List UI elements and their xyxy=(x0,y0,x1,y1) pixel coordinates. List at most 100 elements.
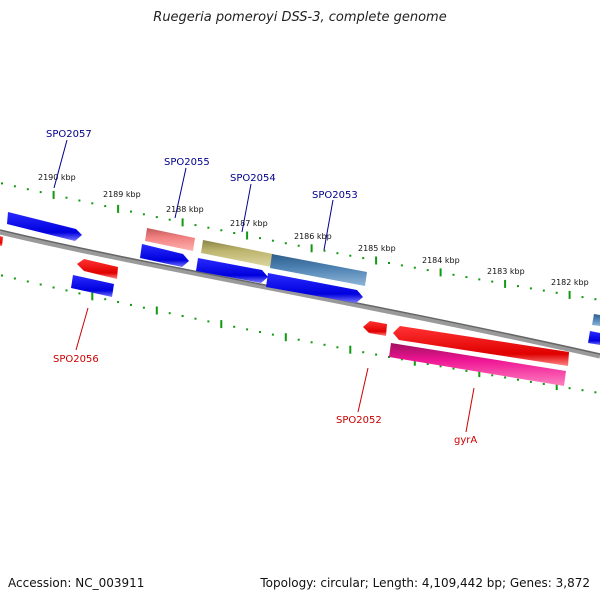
leader-line xyxy=(53,139,68,189)
minor-tick xyxy=(1,274,3,277)
minor-tick xyxy=(478,278,481,281)
minor-tick xyxy=(194,317,197,320)
inner-tick-ring xyxy=(1,274,597,394)
minor-tick xyxy=(207,320,210,323)
minor-tick xyxy=(181,315,184,317)
gene-label-spo2056[interactable]: SPO2056 xyxy=(53,354,99,365)
gene-feature-edge-reverse[interactable] xyxy=(0,236,3,246)
minor-tick xyxy=(142,213,145,216)
major-tick xyxy=(349,345,352,354)
minor-tick xyxy=(452,367,455,370)
gene-label-spo2054[interactable]: SPO2054 xyxy=(230,173,276,184)
minor-tick xyxy=(13,185,16,188)
minor-tick xyxy=(78,292,81,295)
genome-backbone xyxy=(0,229,600,359)
gene-feature-edge-forward-steel[interactable] xyxy=(592,314,600,326)
gene-feature-spo2052[interactable] xyxy=(363,321,387,336)
accession-text: Accession: NC_003911 xyxy=(8,576,145,590)
minor-tick xyxy=(375,353,378,356)
gene-label-gyra[interactable]: gyrA xyxy=(454,435,477,446)
minor-tick xyxy=(400,358,403,361)
tick-label: 2185 kbp xyxy=(358,244,396,253)
minor-tick xyxy=(323,343,326,346)
minor-tick xyxy=(594,298,597,301)
major-tick xyxy=(181,218,184,227)
gene-feature-spo2054-mrna[interactable] xyxy=(201,240,273,267)
gene-feature-edge-forward-blue[interactable] xyxy=(588,331,600,345)
gene-feature-spo2053-mrna[interactable] xyxy=(270,254,367,286)
minor-tick xyxy=(142,306,145,309)
tick-label: 2182 kbp xyxy=(551,278,589,287)
gene-feature-spo2057[interactable] xyxy=(7,212,82,241)
gene-feature-spo2055-cds[interactable] xyxy=(140,244,189,267)
minor-tick xyxy=(117,301,120,303)
minor-tick xyxy=(542,383,545,385)
minor-tick xyxy=(168,218,171,221)
leader-line xyxy=(174,167,187,219)
gene-feature-spo2053-cds[interactable] xyxy=(266,273,363,303)
gene-label-spo2055[interactable]: SPO2055 xyxy=(164,157,210,168)
minor-tick xyxy=(517,285,519,288)
minor-tick xyxy=(207,226,210,229)
minor-tick xyxy=(65,289,68,292)
major-tick xyxy=(155,306,158,315)
minor-tick xyxy=(542,289,545,292)
minor-tick xyxy=(130,210,132,213)
minor-tick xyxy=(194,224,197,227)
minor-tick xyxy=(259,331,261,333)
tick-label: 2188 kbp xyxy=(166,205,204,214)
minor-tick xyxy=(220,229,223,232)
minor-tick xyxy=(336,346,339,349)
major-tick xyxy=(413,357,416,366)
gene-label-spo2057[interactable]: SPO2057 xyxy=(46,129,92,140)
minor-tick xyxy=(284,242,287,245)
minor-tick xyxy=(26,188,29,191)
major-tick xyxy=(91,292,94,301)
gene-feature-spo2055-rna[interactable] xyxy=(145,228,195,251)
minor-tick xyxy=(581,389,584,392)
gene-feature-spo2056[interactable] xyxy=(77,259,118,279)
gene-feature-spo2056-cds[interactable] xyxy=(71,275,114,297)
gene-feature-gyra[interactable] xyxy=(393,326,569,366)
major-tick xyxy=(117,204,120,213)
leader-line xyxy=(357,367,369,413)
minor-tick xyxy=(78,199,81,202)
tick-label: 2187 kbp xyxy=(230,219,268,228)
gene-feature-spo2054-cds[interactable] xyxy=(196,258,268,283)
minor-tick xyxy=(39,191,42,194)
gene-label-spo2052[interactable]: SPO2052 xyxy=(336,415,382,426)
minor-tick xyxy=(581,296,584,299)
minor-tick xyxy=(388,262,390,264)
map-title: Ruegeria pomeroyi DSS-3, complete genome xyxy=(153,10,447,25)
major-tick xyxy=(504,279,507,288)
minor-tick xyxy=(310,341,313,344)
leader-line xyxy=(75,307,89,351)
minor-tick xyxy=(426,269,429,272)
minor-tick xyxy=(130,303,132,306)
minor-tick xyxy=(362,257,365,260)
major-tick xyxy=(52,190,55,199)
minor-tick xyxy=(349,254,352,257)
minor-tick xyxy=(155,216,158,219)
minor-tick xyxy=(246,328,249,331)
genome-backbone-edge xyxy=(0,229,600,355)
leader-line xyxy=(241,183,252,233)
minor-tick xyxy=(1,182,3,185)
minor-tick xyxy=(491,374,494,377)
minor-tick xyxy=(465,276,468,279)
gene-label-spo2053[interactable]: SPO2053 xyxy=(312,190,358,201)
tick-label: 2189 kbp xyxy=(103,190,141,199)
tick-label: 2186 kbp xyxy=(294,232,332,241)
major-tick xyxy=(568,290,571,299)
minor-tick xyxy=(439,365,442,368)
tick-label: 2184 kbp xyxy=(422,256,460,265)
leader-line xyxy=(323,199,334,251)
major-tick xyxy=(284,333,287,342)
minor-tick xyxy=(504,376,507,379)
minor-tick xyxy=(336,252,339,255)
genome-summary-text: Topology: circular; Length: 4,109,442 bp… xyxy=(260,576,590,590)
gene-feature-gyra-mrna[interactable] xyxy=(389,343,566,386)
minor-tick xyxy=(13,277,16,280)
